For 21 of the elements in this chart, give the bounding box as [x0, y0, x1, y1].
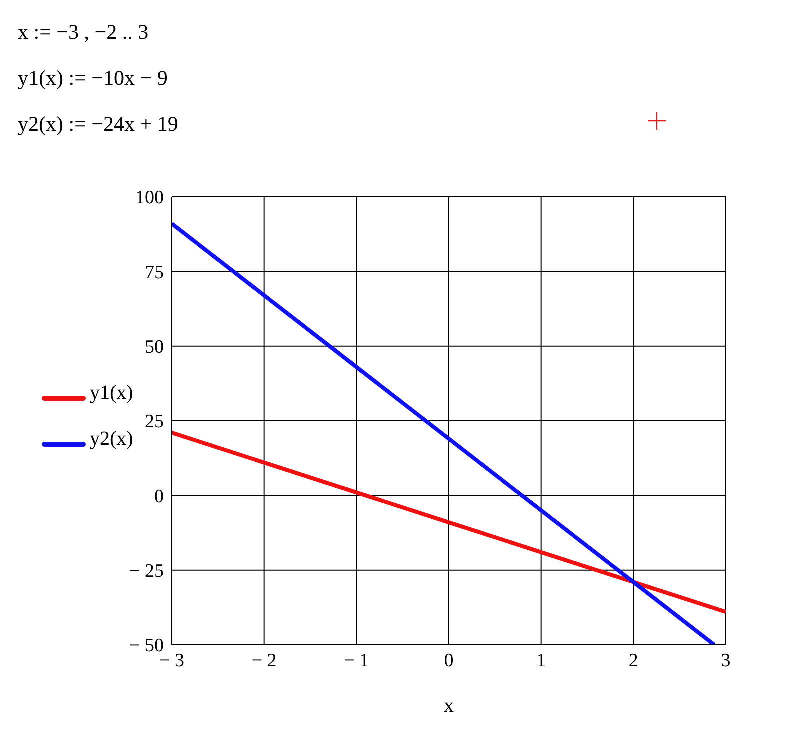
- line-series: [172, 222, 716, 645]
- legend-label: y2(x): [90, 428, 134, 450]
- y-tick-label: − 50: [130, 636, 164, 657]
- y-tick-label: 75: [145, 262, 164, 284]
- text: x := −3 , −2 .. 3: [18, 20, 149, 45]
- y-tick-label: 50: [145, 337, 164, 358]
- x-tick-label: − 1: [344, 650, 370, 672]
- x-tick-label: 3: [721, 650, 731, 672]
- legend-label: y1(x): [90, 382, 134, 404]
- line-series: [172, 430, 726, 614]
- y-tick-label: 0: [154, 486, 164, 508]
- y-tick-label: 100: [136, 188, 164, 209]
- y-tick-label: − 25: [130, 561, 164, 582]
- text: y2(x) := −24x + 19: [18, 112, 178, 137]
- x-axis-title: x: [444, 695, 454, 717]
- y-tick-label: 25: [145, 412, 164, 433]
- x-tick-label: − 2: [252, 650, 277, 672]
- x-tick-label: 2: [628, 650, 638, 672]
- text: y1(x) := −10x − 9: [18, 66, 168, 91]
- x-tick-label: 1: [536, 650, 546, 672]
- x-tick-label: 0: [444, 650, 454, 672]
